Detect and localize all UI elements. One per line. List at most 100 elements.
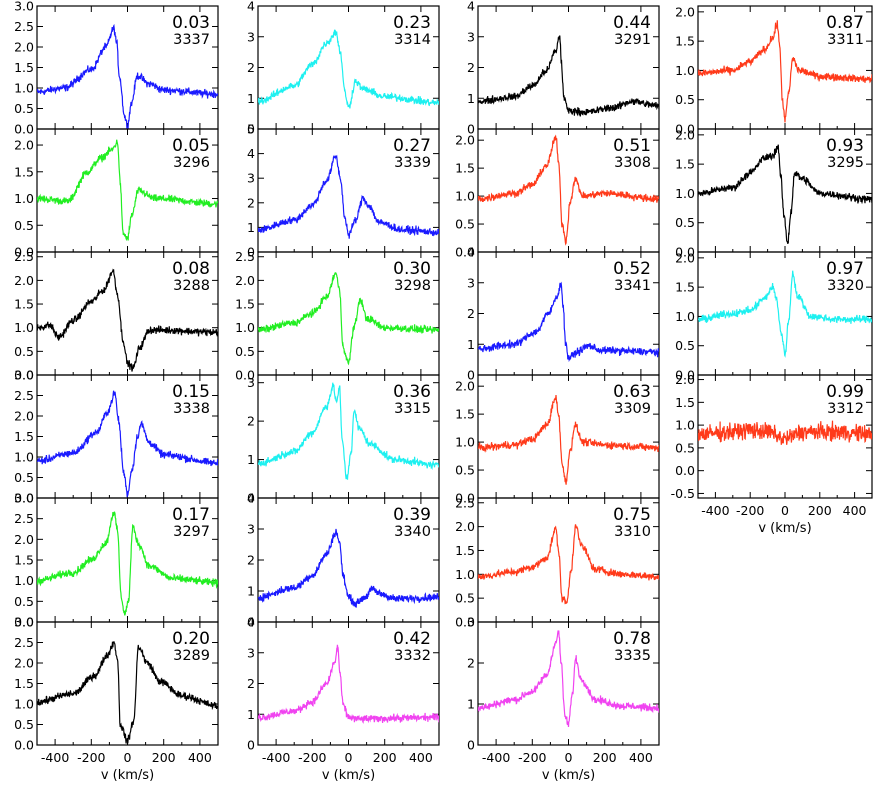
phase-label: 0.30 [393,259,431,279]
x-tick-label: -400 [262,750,290,765]
y-tick-label: 0 [467,122,475,137]
spectrum-id-label: 3315 [394,401,431,417]
y-tick-label: 2.0 [675,372,695,387]
y-tick-label: 2 [467,60,475,75]
x-tick-label: 400 [188,750,212,765]
spectrum-line [698,420,872,445]
y-tick-label: 2.5 [235,249,255,264]
phase-label: 0.97 [826,259,864,279]
phase-label: 0.78 [613,629,651,649]
x-tick-label: 0 [124,750,132,765]
y-tick-label: 2.0 [675,250,695,265]
y-tick-label: 1.5 [14,676,34,691]
y-tick-label: 1.0 [14,450,34,465]
spectrum-id-label: 3295 [827,155,864,171]
y-tick-label: 3.0 [14,491,34,506]
y-tick-label: -0.5 [671,486,695,501]
y-tick-label: 1.5 [235,297,255,312]
spectrum-id-label: 3337 [173,32,210,48]
y-tick-label: 1.5 [675,157,695,172]
y-tick-label: 1.5 [455,161,475,176]
spectrum-id-label: 3339 [394,155,431,171]
y-tick-label: 0.5 [455,217,475,232]
y-tick-label: 0 [247,245,255,260]
spectrum-id-label: 3311 [827,32,864,48]
spectrum-line [37,511,218,616]
x-tick-label: 200 [593,750,617,765]
y-tick-label: 1.5 [14,60,34,75]
y-tick-label: 2.0 [455,133,475,148]
y-tick-label: 1 [467,91,475,106]
y-tick-label: 0.5 [675,215,695,230]
spectrum-line [258,644,439,724]
y-tick-label: 1 [247,220,255,235]
y-tick-label: 2.0 [235,273,255,288]
y-tick-label: 1 [247,584,255,599]
y-tick-label: 5 [247,122,255,137]
y-tick-label: 2 [247,676,255,691]
y-tick-label: 1.5 [14,297,34,312]
y-tick-label: 2.0 [14,409,34,424]
spectrum-id-label: 3332 [394,648,431,664]
phase-label: 0.99 [826,382,864,402]
y-tick-label: 0.0 [675,368,695,383]
phase-label: 0.42 [393,629,431,649]
y-tick-label: 1.0 [14,320,34,335]
y-tick-label: 0 [247,122,255,137]
x-tick-label: 400 [629,750,653,765]
y-tick-label: 0 [247,738,255,753]
y-tick-label: 0.0 [14,245,34,260]
y-tick-label: 2.5 [14,635,34,650]
spectrum-id-label: 3298 [394,278,431,294]
spectrum-line [698,144,872,244]
y-tick-label: 0.5 [455,463,475,478]
spectrum-line [698,20,872,123]
y-tick-label: 0.0 [14,491,34,506]
y-tick-label: 4 [247,491,255,506]
x-tick-label: 200 [152,750,176,765]
phase-label: 0.51 [613,136,651,156]
y-tick-label: 1.0 [14,697,34,712]
phase-label: 0.63 [613,382,651,402]
phase-label: 0.23 [393,13,431,33]
y-tick-label: 2.0 [14,40,34,55]
spectrum-line [478,134,659,246]
x-tick-label: 0 [565,750,573,765]
y-tick-label: 4 [467,245,475,260]
phase-label: 0.27 [393,136,431,156]
x-tick-label: -200 [518,750,546,765]
y-tick-label: 0 [467,368,475,383]
phase-label: 0.75 [613,505,651,525]
y-tick-label: 0.0 [675,463,695,478]
spectrum-id-label: 3291 [614,32,651,48]
y-tick-label: 1.0 [235,320,255,335]
y-tick-label: 1.5 [675,280,695,295]
y-tick-label: 0.5 [675,440,695,455]
spectrum-line [258,154,439,239]
y-tick-label: 3 [247,29,255,44]
y-tick-label: 2.0 [455,379,475,394]
spectrum-line [37,641,218,744]
y-tick-label: 0 [247,491,255,506]
y-tick-label: 3.0 [14,368,34,383]
spectrum-id-label: 3341 [614,278,651,294]
y-tick-label: 2 [467,656,475,671]
y-tick-label: 1 [247,452,255,467]
y-tick-label: 0.5 [675,92,695,107]
spectrum-id-label: 3308 [614,155,651,171]
y-tick-label: 4 [247,615,255,630]
y-tick-label: 2.0 [455,519,475,534]
y-tick-label: 0.5 [14,717,34,732]
spectrum-id-label: 3312 [827,401,864,417]
y-tick-label: 0.5 [14,470,34,485]
y-tick-label: 0.0 [14,122,34,137]
x-axis-label: v (km/s) [758,521,811,536]
